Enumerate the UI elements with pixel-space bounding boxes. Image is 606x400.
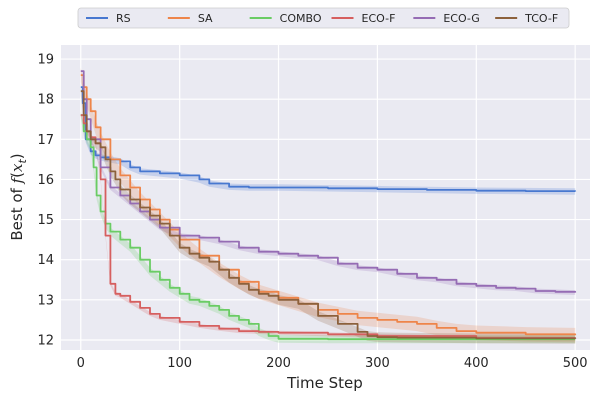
y-axis-label-open: ( <box>8 172 26 178</box>
y-tick-label: 14 <box>37 253 54 268</box>
y-tick-label: 18 <box>37 93 54 108</box>
x-tick-label: 300 <box>365 356 390 371</box>
x-axis-label: Time Step <box>286 374 363 392</box>
x-tick-label: 500 <box>563 356 588 371</box>
legend-label-eco-f: ECO-F <box>362 12 396 25</box>
y-tick-label: 15 <box>37 213 54 228</box>
series-line-eco-g <box>80 70 577 293</box>
legend-label-tco-f: TCO-F <box>524 12 558 25</box>
series-line-tco-f <box>80 90 577 340</box>
x-tick-label: 100 <box>167 356 192 371</box>
legend: RS SA COMBO ECO-F ECO-G TCO-F <box>77 7 570 29</box>
legend-label-combo: COMBO <box>280 12 322 25</box>
y-tick-label: 19 <box>37 53 54 68</box>
y-axis-label-close: ) <box>8 153 26 159</box>
y-tick-label: 13 <box>37 293 54 308</box>
y-axis-label: Best of f(xt) <box>8 153 29 240</box>
tick-labels: 0 100 200 300 400 500 12 13 14 15 16 17 18 19 <box>37 53 587 371</box>
legend-label-sa: SA <box>198 12 213 25</box>
y-axis-label-var: x <box>8 163 26 172</box>
x-tick-label: 0 <box>77 356 85 371</box>
y-axis-label-sub: t <box>16 159 29 164</box>
y-tick-label: 16 <box>37 173 54 188</box>
x-tick-label: 400 <box>464 356 489 371</box>
plot-background <box>61 45 590 350</box>
series-line-rs <box>80 86 577 192</box>
legend-box <box>77 7 570 29</box>
y-tick-label: 12 <box>37 333 54 348</box>
legend-label-eco-g: ECO-G <box>443 12 480 25</box>
y-axis-label-func: f <box>8 175 26 184</box>
y-axis-label-prefix: Best of <box>8 183 26 240</box>
legend-label-rs: RS <box>116 12 131 25</box>
y-tick-label: 17 <box>37 133 54 148</box>
x-tick-label: 200 <box>266 356 291 371</box>
series-lines <box>80 70 577 341</box>
